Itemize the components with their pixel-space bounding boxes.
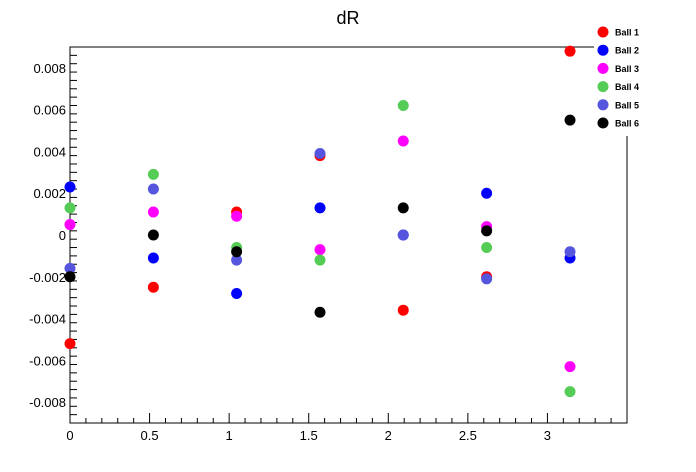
y-tick-label: 0.004 [33, 144, 66, 159]
data-point-ball-4 [397, 99, 409, 111]
legend-marker [597, 117, 609, 129]
data-point-ball-6 [397, 202, 409, 214]
legend-marker [597, 26, 609, 38]
data-point-ball-3 [564, 361, 576, 373]
data-point-ball-3 [147, 206, 159, 218]
data-point-ball-2 [314, 202, 326, 214]
data-point-ball-4 [564, 386, 576, 398]
data-point-ball-3 [314, 244, 326, 256]
x-axis: 0 0.5 1 1.5 2 2.5 3 [66, 413, 628, 443]
data-point-ball-2 [147, 252, 159, 264]
data-point-ball-2 [481, 187, 493, 199]
legend-marker [597, 44, 609, 56]
data-point-ball-3 [64, 219, 76, 231]
data-point-ball-4 [64, 202, 76, 214]
y-tick-label: -0.004 [29, 312, 66, 327]
legend-marker [597, 81, 609, 93]
data-point-ball-5 [231, 254, 243, 266]
data-point-ball-5 [481, 273, 493, 285]
data-point-ball-6 [481, 225, 493, 237]
y-tick-label: 0.002 [33, 186, 66, 201]
data-point-ball-1 [564, 45, 576, 57]
data-point-ball-5 [314, 148, 326, 160]
data-point-ball-2 [231, 287, 243, 299]
y-tick-label: -0.008 [29, 395, 66, 410]
legend-label: Ball 6 [615, 119, 639, 129]
plot-frame [69, 46, 628, 424]
x-tick-label: 2.5 [459, 428, 477, 443]
data-point-ball-6 [564, 114, 576, 126]
data-point-ball-6 [314, 306, 326, 318]
data-point-ball-5 [64, 262, 76, 274]
x-tick-label: 2 [385, 428, 392, 443]
data-point-ball-4 [481, 242, 493, 254]
legend-marker [597, 62, 609, 74]
data-point-ball-4 [314, 254, 326, 266]
x-tick-label: 1 [226, 428, 233, 443]
legend-label: Ball 4 [615, 82, 639, 92]
data-points [64, 45, 576, 398]
y-axis: -0.008 -0.006 -0.004 -0.002 0 0.002 0.004 0.006… [29, 46, 77, 424]
data-point-ball-1 [397, 304, 409, 316]
data-point-ball-2 [64, 181, 76, 193]
legend-label: Ball 5 [615, 100, 639, 110]
x-tick-label: 0 [66, 428, 73, 443]
x-tick-label: 3 [544, 428, 551, 443]
legend-label: Ball 3 [615, 64, 639, 74]
data-point-ball-5 [564, 246, 576, 258]
y-tick-label: -0.002 [29, 270, 66, 285]
x-tick-label: 1.5 [300, 428, 318, 443]
legend-box [594, 24, 646, 136]
legend-label: Ball 2 [615, 46, 639, 56]
data-point-ball-6 [231, 246, 243, 258]
x-tick-label: 0.5 [141, 428, 159, 443]
y-tick-label: 0.006 [33, 103, 66, 118]
y-tick-label: 0 [59, 228, 66, 243]
data-point-ball-5 [147, 183, 159, 195]
legend-label: Ball 1 [615, 28, 639, 38]
data-point-ball-1 [147, 281, 159, 293]
y-tick-label: -0.006 [29, 353, 66, 368]
legend-marker [597, 99, 609, 111]
y-tick-label: 0.008 [33, 61, 66, 76]
data-point-ball-5 [397, 229, 409, 241]
chart-title: dR [336, 8, 359, 28]
legend: Ball 1 Ball 2 Ball 3 Ball 4 Ball 5 Ball 6 [594, 24, 646, 136]
data-point-ball-3 [397, 135, 409, 147]
data-point-ball-1 [64, 338, 76, 350]
data-point-ball-6 [64, 271, 76, 283]
data-point-ball-6 [147, 229, 159, 241]
data-point-ball-4 [147, 168, 159, 180]
data-point-ball-3 [231, 210, 243, 222]
